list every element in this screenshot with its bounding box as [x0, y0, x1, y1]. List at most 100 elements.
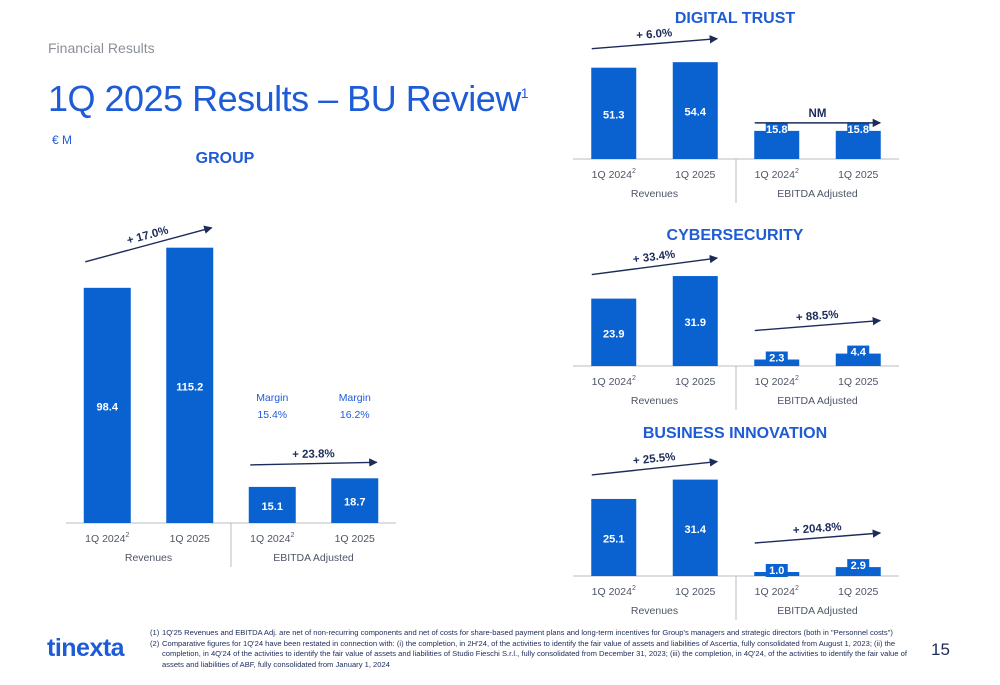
- footnote-2: (2) Comparative figures for 1Q'24 have be…: [150, 639, 920, 671]
- x-tick-label: 1Q 2025: [335, 533, 375, 545]
- data-label: 15.1: [262, 501, 283, 513]
- margin-label: Margin: [339, 392, 371, 404]
- footnote-text: 1Q'25 Revenues and EBITDA Adj. are net o…: [162, 628, 893, 637]
- growth-arrow: [591, 35, 719, 50]
- x-group-label: Revenues: [631, 188, 678, 200]
- x-group-label: EBITDA Adjusted: [777, 395, 858, 407]
- data-label: 115.2: [176, 381, 203, 393]
- data-label: 51.3: [603, 109, 624, 121]
- chart-title-digital-trust: DIGITAL TRUST: [674, 10, 796, 27]
- margin-label: Margin: [256, 392, 288, 404]
- data-label-backdrop: [847, 122, 870, 136]
- currency-unit: € M: [52, 133, 73, 147]
- growth-arrow: [754, 529, 882, 544]
- footnote-number: (2): [150, 638, 160, 648]
- x-tick-label: 1Q 20242: [755, 585, 799, 598]
- x-tick-label: 1Q 20242: [85, 532, 129, 545]
- margin-value: 15.4%: [257, 409, 287, 421]
- bar: [835, 353, 881, 366]
- x-tick-label: 1Q 20242: [592, 585, 636, 598]
- x-group-label: Revenues: [631, 605, 678, 617]
- bar: [672, 479, 718, 576]
- growth-label: + 17.0%: [126, 225, 170, 248]
- data-label: 98.4: [97, 401, 119, 413]
- x-tick-label: 1Q 2025: [675, 169, 715, 181]
- x-group-label: EBITDA Adjusted: [777, 188, 858, 200]
- data-label: 25.1: [603, 533, 624, 545]
- x-group-label: EBITDA Adjusted: [777, 605, 858, 617]
- data-label-backdrop: [847, 559, 870, 573]
- x-tick-footnote: 2: [290, 532, 294, 539]
- margin-value: 16.2%: [340, 409, 370, 421]
- data-label: 54.4: [685, 107, 707, 119]
- growth-label: + 33.4%: [632, 249, 676, 266]
- x-tick-label: 1Q 20242: [592, 375, 636, 388]
- footnote-1: (1) 1Q'25 Revenues and EBITDA Adj. are ne…: [150, 628, 920, 639]
- bar: [83, 287, 131, 523]
- growth-label: + 23.8%: [292, 448, 335, 461]
- data-label: 31.4: [685, 524, 707, 536]
- x-tick-label: 1Q 2025: [838, 586, 878, 598]
- data-label-backdrop: [765, 564, 788, 577]
- growth-arrow: [85, 225, 213, 263]
- chart-title-cybersecurity: CYBERSECURITY: [666, 227, 804, 244]
- growth-arrow: [250, 458, 378, 467]
- page-number: 15: [931, 640, 950, 659]
- data-label: 2.9: [851, 560, 866, 572]
- x-tick-footnote: 2: [632, 585, 636, 592]
- x-group-label: EBITDA Adjusted: [273, 552, 354, 564]
- x-tick-footnote: 2: [795, 168, 799, 175]
- bar: [248, 486, 296, 523]
- x-group-label: Revenues: [631, 395, 678, 407]
- footnote-number: (1): [150, 628, 160, 637]
- data-label: 18.7: [344, 497, 365, 509]
- x-tick-footnote: 2: [795, 375, 799, 382]
- section-label: Financial Results: [48, 40, 155, 56]
- data-label: 31.9: [685, 317, 706, 329]
- footnotes: (1) 1Q'25 Revenues and EBITDA Adj. are ne…: [150, 628, 920, 670]
- bar: [591, 67, 637, 159]
- x-tick-label: 1Q 2025: [838, 169, 878, 181]
- page-title-text: 1Q 2025 Results – BU Review: [48, 78, 521, 119]
- chart-title-group: GROUP: [195, 150, 255, 167]
- data-label-backdrop: [765, 351, 788, 365]
- x-tick-footnote: 2: [632, 375, 636, 382]
- bar: [591, 498, 637, 576]
- x-tick-label: 1Q 20242: [755, 375, 799, 388]
- x-tick-label: 1Q 20242: [250, 532, 294, 545]
- footnote-text: Comparative figures for 1Q'24 have been …: [162, 638, 907, 669]
- x-tick-label: 1Q 2025: [675, 376, 715, 388]
- data-label: 23.9: [603, 328, 624, 340]
- x-tick-footnote: 2: [795, 585, 799, 592]
- data-label-backdrop: [765, 122, 788, 136]
- growth-arrow: [591, 458, 719, 476]
- growth-label: + 6.0%: [636, 27, 673, 42]
- data-label-backdrop: [847, 345, 870, 359]
- growth-arrow: [754, 316, 882, 332]
- data-label: 15.8: [848, 124, 869, 136]
- page-title: 1Q 2025 Results – BU Review1: [48, 78, 529, 120]
- bar: [331, 478, 379, 523]
- growth-label: NM: [809, 108, 827, 120]
- bar: [591, 298, 637, 366]
- x-group-label: Revenues: [125, 552, 172, 564]
- x-tick-footnote: 2: [632, 168, 636, 175]
- bar: [672, 276, 718, 366]
- x-tick-label: 1Q 20242: [755, 168, 799, 181]
- growth-arrow: [591, 254, 719, 276]
- x-tick-label: 1Q 2025: [170, 533, 210, 545]
- bar: [166, 247, 214, 523]
- data-label: 4.4: [851, 347, 867, 359]
- data-label: 1.0: [769, 565, 784, 577]
- company-logo: tinexta: [47, 634, 125, 662]
- x-tick-footnote: 2: [125, 532, 129, 539]
- data-label: 2.3: [769, 353, 784, 365]
- page-title-footnote: 1: [520, 85, 529, 101]
- x-tick-label: 1Q 20242: [592, 168, 636, 181]
- growth-label: + 204.8%: [792, 521, 842, 537]
- x-tick-label: 1Q 2025: [838, 376, 878, 388]
- data-label: 15.8: [766, 124, 787, 136]
- growth-label: + 25.5%: [632, 451, 676, 467]
- x-tick-label: 1Q 2025: [675, 586, 715, 598]
